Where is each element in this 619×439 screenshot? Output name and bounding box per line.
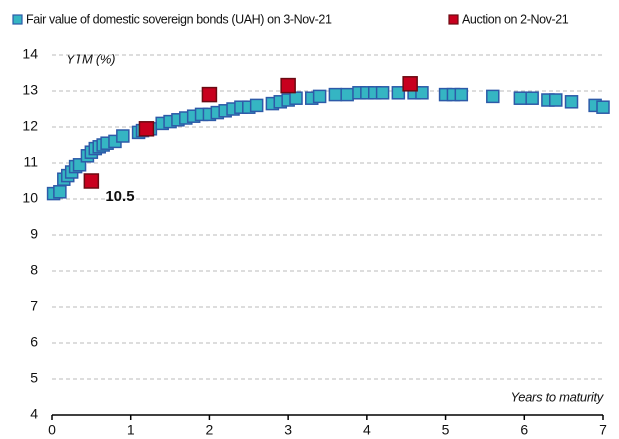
point xyxy=(525,91,539,105)
y-tick-label: 11 xyxy=(23,154,38,170)
x-tick-label: 2 xyxy=(206,422,214,438)
y-tick-label: 14 xyxy=(22,46,38,62)
y-axis-label: YTM (%) xyxy=(66,51,115,66)
point xyxy=(328,87,343,102)
annotation: 10.5 xyxy=(105,188,134,205)
legend-label: Auction on 2-Nov-21 xyxy=(462,12,569,26)
x-tick-label: 6 xyxy=(520,422,528,438)
point xyxy=(280,77,296,94)
point xyxy=(391,86,406,100)
point xyxy=(513,91,528,105)
point xyxy=(53,185,67,199)
y-tick-label: 12 xyxy=(22,118,38,134)
point xyxy=(549,93,563,107)
x-tick-label: 1 xyxy=(127,422,135,438)
point xyxy=(402,76,418,92)
point xyxy=(454,87,469,102)
point xyxy=(340,87,354,102)
point xyxy=(312,89,327,104)
legend-label: Fair value of domestic sovereign bonds (… xyxy=(26,12,332,26)
point xyxy=(116,129,130,143)
point xyxy=(375,86,390,100)
point xyxy=(564,95,579,109)
x-axis-label: Years to maturity xyxy=(511,389,605,404)
x-tick-label: 3 xyxy=(284,422,292,438)
y-tick-label: 5 xyxy=(30,370,38,386)
x-tick-label: 5 xyxy=(442,422,450,438)
point xyxy=(83,173,100,189)
legend-swatch xyxy=(12,14,23,25)
point xyxy=(289,91,303,105)
y-tick-label: 7 xyxy=(30,298,38,314)
y-tick-label: 8 xyxy=(30,262,38,278)
x-tick-label: 0 xyxy=(48,422,56,438)
legend-swatch xyxy=(448,14,459,25)
point xyxy=(138,121,155,137)
y-tick-label: 10 xyxy=(22,190,38,206)
y-tick-label: 13 xyxy=(22,82,38,98)
y-tick-label: 6 xyxy=(30,334,38,350)
point xyxy=(486,89,500,104)
y-tick-label: 4 xyxy=(30,406,38,422)
x-tick-label: 7 xyxy=(599,422,607,438)
point xyxy=(201,86,218,103)
point xyxy=(596,100,610,114)
point xyxy=(249,98,264,113)
y-tick-label: 9 xyxy=(30,226,38,242)
point xyxy=(415,86,429,100)
x-tick-label: 4 xyxy=(363,422,371,438)
